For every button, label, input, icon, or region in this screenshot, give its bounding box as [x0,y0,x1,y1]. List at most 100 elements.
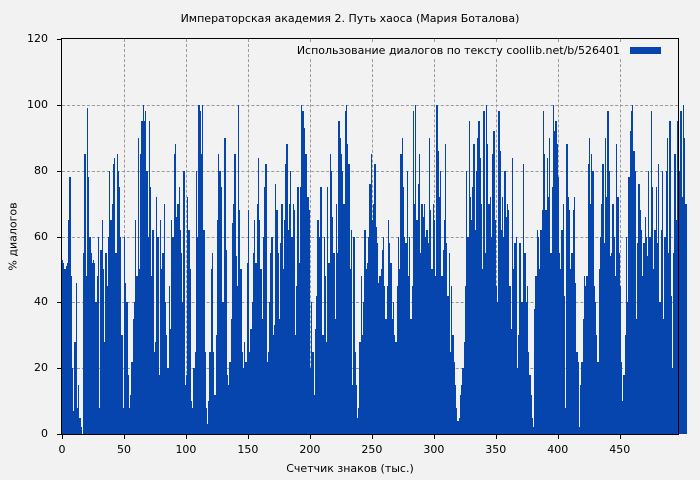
bar [407,276,410,434]
bar [154,341,157,434]
bar [603,243,605,434]
bar [415,104,417,434]
bar [373,203,375,434]
bar [123,236,126,434]
bar [330,170,333,434]
bar [440,170,442,434]
bar [273,325,276,434]
bar [95,302,97,434]
bar [162,252,164,434]
x-tick [185,434,187,439]
bar [280,243,282,434]
chart-title: Императорская академия 2. Путь хаоса (Ма… [180,12,520,25]
bar [682,104,685,434]
bar [480,203,483,434]
bar [539,269,541,434]
y-tick [57,104,62,106]
bar [423,203,426,434]
bar [189,269,191,434]
bar [448,252,450,434]
x-tick [619,434,621,439]
gridline-vertical [619,39,621,434]
bar [587,164,589,434]
bar [105,252,107,434]
bar [244,341,246,434]
bar [127,374,129,434]
bar [275,183,277,434]
bar [411,285,413,434]
bar [168,285,170,434]
bar [116,154,118,434]
bar [342,170,344,434]
bar [302,111,304,434]
bar [218,154,220,434]
bar [447,295,449,434]
bar [281,203,283,434]
bar [484,252,486,434]
bar [642,276,644,434]
bar [125,282,127,434]
bar [246,262,248,434]
bar [575,282,577,434]
bar [209,351,211,434]
bar [224,137,226,434]
bar [556,144,558,434]
bar [99,407,101,434]
bar [591,154,593,434]
bar [509,285,511,434]
bar [676,121,678,434]
bar [410,318,412,434]
bar [640,229,643,434]
bar [521,302,524,434]
bar [545,210,547,434]
bar [520,302,522,434]
bar [436,104,438,434]
bar [151,276,153,434]
bar [85,276,87,434]
bar [249,351,251,434]
bar [266,361,268,434]
bar [182,302,184,434]
bar [312,351,314,434]
bar [466,170,468,434]
bar [369,183,371,434]
bar [324,276,326,434]
bar [607,111,609,434]
x-tick [247,434,249,439]
bar [230,318,232,434]
bar [316,295,318,434]
bar [172,236,174,434]
bar [360,276,362,434]
bar [552,104,555,434]
bar [590,203,592,434]
bar [401,137,403,434]
bar [634,170,636,434]
bar [537,236,540,434]
bar [490,236,493,434]
bar [443,220,445,434]
bar [492,154,494,434]
bar [339,137,341,434]
bar [150,187,152,434]
bar [585,285,587,434]
y-tick [57,39,62,40]
bar [485,104,488,434]
bar [215,335,217,434]
bar [426,229,428,434]
bar [107,236,110,434]
bar [562,203,564,434]
bar-series [62,39,687,434]
bar [400,154,402,434]
bar [464,285,467,434]
bar [337,252,339,434]
bar [404,236,406,434]
bar [234,154,236,434]
bar [208,401,210,434]
y-axis-title: % диалогов [6,202,20,271]
bar [102,269,105,434]
bar [83,252,85,434]
bar [239,210,241,434]
gridline-horizontal [62,104,678,106]
bar [327,187,329,434]
bar [546,157,548,434]
